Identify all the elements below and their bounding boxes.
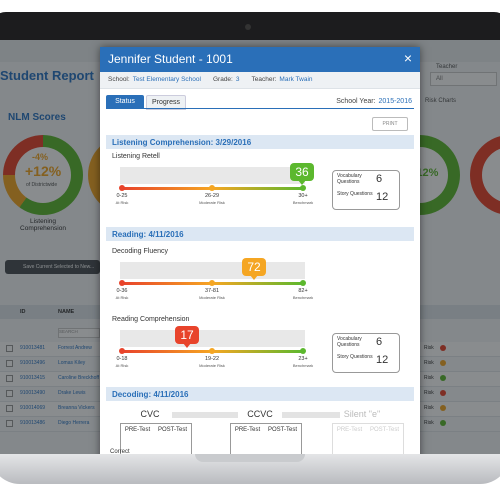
measure-name: Listening Retell [112,153,160,160]
test-name: CVC [140,409,160,419]
gauge-dot [119,280,125,286]
test-column: POST-Test [157,427,187,433]
info-school: Test Elementary School [132,76,201,83]
gauge-track [120,330,305,347]
question-label: Story Questions [337,354,373,360]
arrow [282,412,340,418]
measure-name: Decoding Fluency [112,248,169,255]
score-pointer [250,275,258,280]
questions-box [332,333,400,373]
close-button[interactable]: × [403,50,412,66]
range-value: 0-18 [116,356,128,362]
range-label: At Risk [115,363,129,368]
question-value: 12 [376,354,389,366]
screen: Student ReportTeacherAllNLM Scores-4%+12… [0,40,500,454]
test-column: POST-Test [369,427,399,433]
info-grade: 3 [235,76,240,83]
test-name: CCVC [247,409,273,419]
section-bar [106,227,414,241]
question-value: 6 [376,173,383,185]
print-button[interactable]: PRINT [372,117,408,131]
range-label: Benchmark [292,295,314,300]
tab[interactable]: Status [106,95,144,108]
range-label: At Risk [115,295,129,300]
gauge-dot [209,280,215,286]
test-name: Silent "e" [343,409,381,419]
range-value: 82+ [298,288,308,294]
question-label: Vocabulary Questions [337,173,362,185]
info-teacher: Mark Twain [279,76,313,83]
range-label: Moderate Risk [199,200,225,205]
gauge-dot [119,185,125,191]
tab-underline [106,108,414,109]
school-year-label: School Year: [336,98,376,105]
info-teacher-label: Teacher: [251,76,277,83]
student-modal: Jennifer Student - 1001 × School: Test Elem… [100,47,420,454]
gauge-dot [209,348,215,354]
range-value: 26-29 [204,193,220,199]
range-value: 30+ [298,193,308,199]
range-label: Moderate Risk [199,363,225,368]
range-value: 0-36 [116,288,128,294]
measure-name: Reading Comprehension [112,316,190,323]
section-heading: Listening Comprehension: 3/29/2016 [112,138,252,147]
gauge-dot [119,348,125,354]
gauge-track [120,262,305,279]
range-label: At Risk [115,200,129,205]
score-bubble: 17 [175,326,199,344]
test-column: PRE-Test [234,427,261,433]
test-table [332,423,404,454]
modal-header [100,47,420,72]
gauge-dot [300,185,306,191]
arrow [172,412,238,418]
tab[interactable]: Progress [146,95,186,110]
school-year-value: 2015-2016 [378,98,412,105]
range-value: 19-22 [204,356,220,362]
score-bubble: 36 [290,163,314,181]
test-column: PRE-Test [124,427,151,433]
school-year: School Year: 2015-2016 [336,98,412,105]
question-value: 6 [376,336,383,348]
camera [245,24,251,30]
range-value: 37-81 [204,288,220,294]
questions-box [332,170,400,210]
gauge-dot [300,280,306,286]
section-bar [106,135,414,149]
range-label: Benchmark [292,200,314,205]
info-bar [100,72,420,89]
section-heading: Reading: 4/11/2016 [112,230,184,239]
question-label: Vocabulary Questions [337,336,362,348]
range-label: Benchmark [292,363,314,368]
score-bubble: 72 [242,258,266,276]
gauge-dot [300,348,306,354]
info-row: School: Test Elementary School Grade: 3 Teac… [108,76,325,83]
gauge-dot [209,185,215,191]
test-column: POST-Test [267,427,297,433]
question-label: Story Questions [337,191,373,197]
section-heading: Decoding: 4/11/2016 [112,390,189,399]
test-table [230,423,302,454]
score-pointer [298,180,306,185]
row-label: Correct [110,449,130,454]
section-bar [106,387,414,401]
range-label: Moderate Risk [199,295,225,300]
test-column: PRE-Test [336,427,363,433]
info-school-label: School: [108,76,130,83]
range-value: 0-25 [116,193,128,199]
test-table [120,423,192,454]
range-value: 23+ [298,356,308,362]
info-grade-label: Grade: [212,76,233,83]
gauge-track [120,167,305,184]
question-value: 12 [376,191,389,203]
modal-title: Jennifer Student - 1001 [108,52,233,66]
score-pointer [183,343,191,348]
base-notch [195,454,305,462]
